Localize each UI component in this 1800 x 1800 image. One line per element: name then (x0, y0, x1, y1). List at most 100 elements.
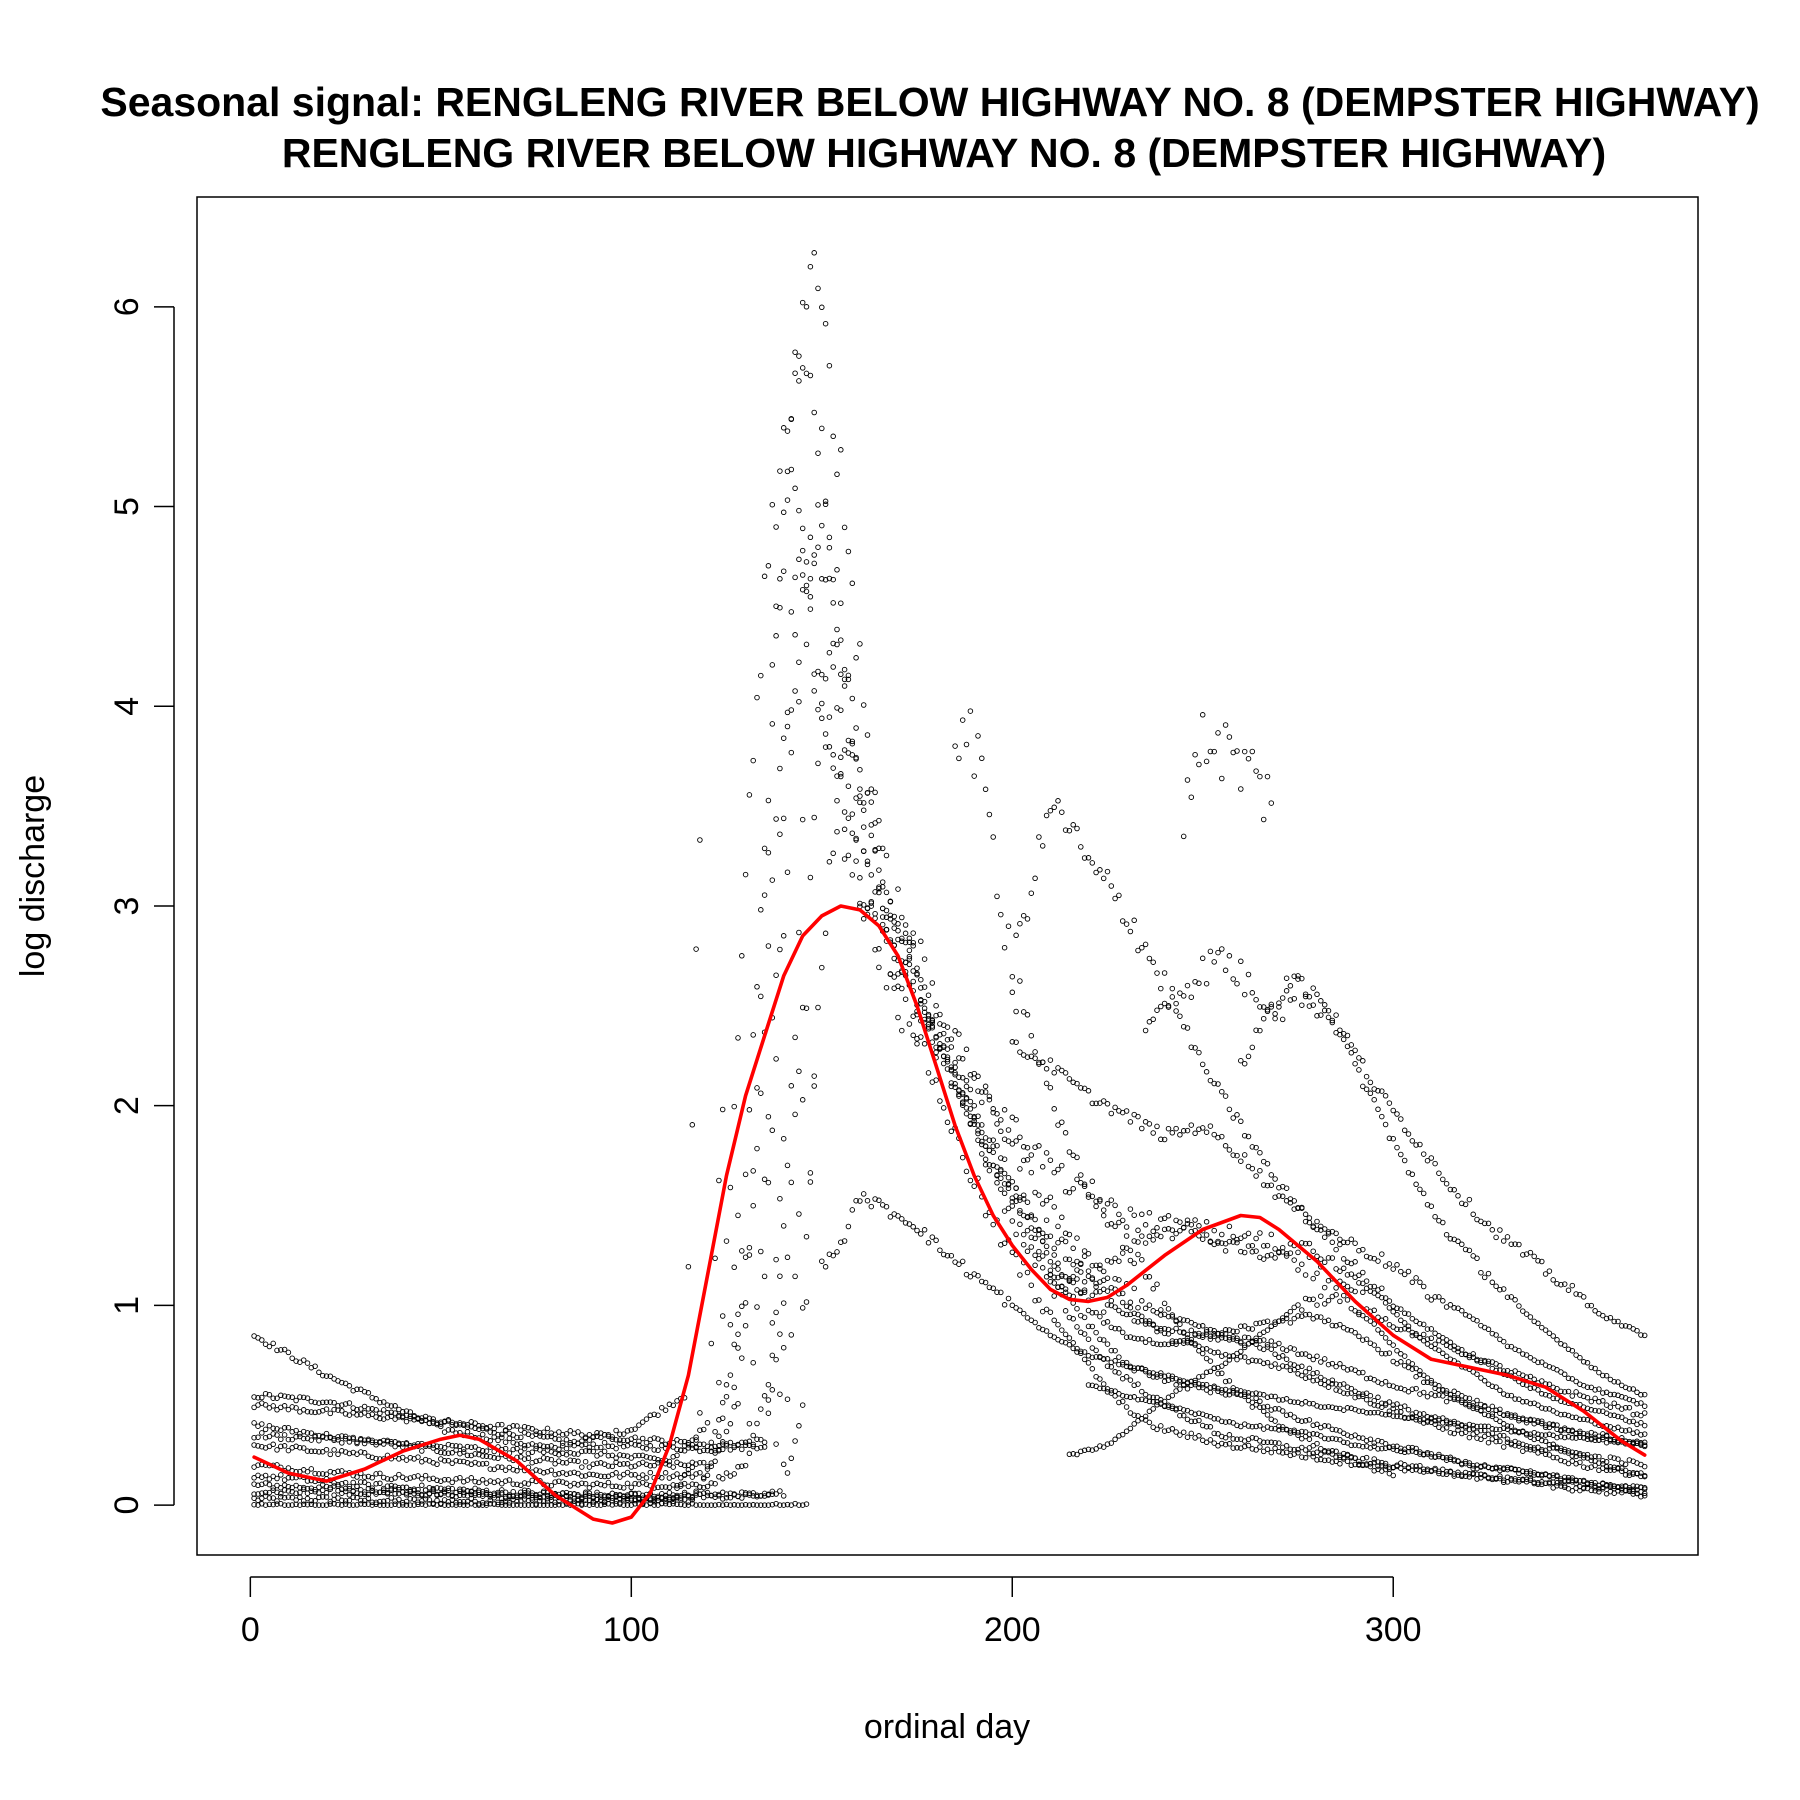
data-point (1386, 1399, 1393, 1405)
data-point (1215, 949, 1221, 956)
data-point (1390, 1266, 1396, 1272)
data-point (1161, 1403, 1168, 1409)
data-point (1329, 1377, 1336, 1383)
data-point (293, 1427, 299, 1434)
data-point (1081, 1183, 1088, 1190)
data-point (803, 641, 810, 648)
y-tick-label: 4 (108, 697, 146, 716)
data-point (780, 1493, 787, 1499)
data-point (1466, 1395, 1473, 1402)
data-point (1020, 1144, 1027, 1150)
data-point (1127, 1311, 1134, 1318)
data-point (1139, 1211, 1145, 1218)
data-point (1203, 1329, 1210, 1335)
data-point (1226, 1378, 1233, 1384)
data-point (1478, 1436, 1484, 1443)
data-point (1535, 1387, 1541, 1393)
data-point (1310, 1002, 1316, 1008)
data-point (365, 1501, 372, 1507)
data-point (354, 1502, 360, 1508)
data-point (1268, 1231, 1275, 1238)
data-point (1222, 967, 1229, 974)
data-point (563, 1445, 570, 1452)
data-point (1432, 1465, 1438, 1472)
data-point (1211, 1365, 1217, 1371)
data-point (1485, 1439, 1492, 1446)
data-point (780, 933, 787, 939)
data-point (537, 1447, 543, 1453)
data-point (1272, 1425, 1278, 1432)
data-point (727, 1184, 734, 1191)
data-point (948, 1252, 955, 1259)
data-point (1580, 1359, 1587, 1365)
data-point (1199, 1373, 1206, 1379)
data-point (727, 1447, 734, 1453)
data-point (506, 1477, 513, 1483)
data-point (1055, 1166, 1061, 1173)
data-point (1375, 1459, 1381, 1465)
data-point (579, 1495, 585, 1501)
data-point (1352, 1367, 1358, 1373)
data-point (959, 1258, 966, 1265)
data-point (1424, 1157, 1431, 1164)
data-point (1436, 1468, 1442, 1475)
data-point (948, 1064, 955, 1070)
data-point (1478, 1269, 1484, 1276)
data-point (1253, 1027, 1259, 1033)
data-point (956, 755, 962, 762)
data-point (780, 425, 787, 431)
data-point (849, 872, 856, 878)
data-point (1062, 1308, 1069, 1314)
data-point (979, 1122, 985, 1128)
data-point (1569, 1282, 1576, 1289)
data-point (1565, 1375, 1572, 1382)
data-point (339, 1379, 345, 1386)
data-point (1329, 1426, 1336, 1433)
data-point (1459, 1346, 1465, 1353)
data-point (1626, 1427, 1633, 1433)
data-point (1100, 1098, 1107, 1104)
data-point (266, 1343, 273, 1350)
data-point (887, 971, 894, 977)
data-point (438, 1491, 444, 1497)
data-point (1337, 1436, 1343, 1443)
data-point (1569, 1488, 1576, 1494)
data-point (449, 1460, 455, 1467)
data-point (1249, 1242, 1256, 1249)
data-point (1081, 1331, 1088, 1337)
data-point (1413, 1318, 1419, 1325)
data-point (1417, 1320, 1423, 1327)
data-point (841, 747, 848, 753)
data-point (1055, 1321, 1061, 1328)
data-point (1112, 1255, 1118, 1262)
data-point (605, 1433, 612, 1440)
data-point (1059, 1338, 1065, 1345)
data-point (533, 1502, 539, 1508)
data-point (819, 964, 825, 971)
data-point (339, 1448, 345, 1454)
data-point (918, 976, 924, 983)
data-point (1344, 1367, 1351, 1373)
data-point (769, 1491, 776, 1497)
data-point (990, 1106, 996, 1112)
data-point (986, 1096, 993, 1103)
data-point (750, 1168, 756, 1174)
data-point (959, 1154, 966, 1161)
data-point (678, 1481, 684, 1488)
data-point (845, 737, 852, 744)
data-point (697, 1448, 703, 1455)
data-point (910, 943, 916, 949)
data-point (1611, 1455, 1617, 1461)
data-point (704, 1420, 711, 1426)
data-point (864, 790, 871, 796)
data-point (838, 637, 844, 643)
data-point (1139, 1256, 1145, 1263)
data-point (1455, 1305, 1461, 1311)
data-point (1607, 1454, 1614, 1460)
data-point (1043, 1150, 1050, 1156)
data-point (1539, 1405, 1545, 1411)
data-point (952, 1071, 958, 1078)
data-point (1028, 1032, 1035, 1039)
data-point (1276, 1397, 1282, 1403)
data-point (1020, 1310, 1027, 1317)
